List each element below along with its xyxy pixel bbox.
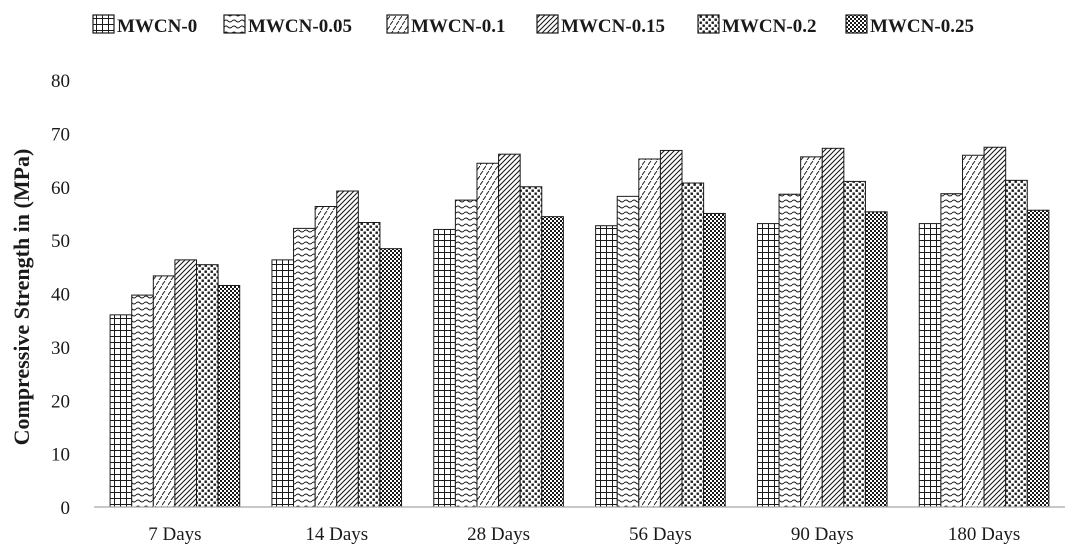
legend-swatch [92, 14, 115, 34]
y-axis-title: Compressive Strength in (MPa) [9, 149, 34, 446]
bar-mwcn-0-1-90-days [800, 156, 823, 508]
bar-mwcn-0-7-days [109, 314, 133, 508]
bar-mwcn-0-1-14-days [314, 205, 338, 508]
y-tick-label: 20 [51, 391, 70, 412]
legend-item-mwcn-0-15: MWCN-0.15 [536, 14, 665, 37]
y-tick-label: 40 [51, 285, 70, 306]
y-tick-label: 60 [51, 178, 70, 199]
bar-group-90-days [756, 147, 888, 508]
x-axis-category-labels: 7 Days 14 Days 28 Days 56 Days 90 Days 180 Da… [148, 524, 1020, 545]
bar-mwcn-0-05-14-days [293, 227, 316, 508]
x-category-label: 28 Days [467, 524, 530, 545]
legend-label: MWCN-0.05 [248, 16, 352, 37]
bar-mwcn-0-15-180-days [983, 146, 1007, 508]
y-tick-label: 30 [51, 338, 70, 359]
bar-mwcn-0-1-7-days [152, 275, 176, 508]
bar-mwcn-0-25-14-days [379, 248, 403, 508]
legend-item-mwcn-0-25: MWCN-0.25 [845, 14, 974, 37]
legend-item-mwcn-0-05: MWCN-0.05 [223, 14, 352, 37]
legend-swatch [386, 14, 409, 34]
bar-mwcn-0-05-56-days [616, 195, 640, 508]
legend-label: MWCN-0.2 [722, 16, 816, 37]
bar-mwcn-0-2-28-days [519, 186, 543, 508]
bar-mwcn-0-05-90-days [778, 193, 802, 508]
bar-mwcn-0-15-7-days [174, 259, 198, 508]
bar-mwcn-0-15-90-days [821, 147, 845, 508]
legend-swatch [223, 14, 246, 34]
bar-mwcn-0-15-14-days [336, 190, 359, 508]
legend-item-mwcn-0-2: MWCN-0.2 [697, 14, 816, 37]
legend-swatch [697, 14, 720, 34]
bar-mwcn-0-2-56-days [681, 182, 705, 508]
bar-mwcn-0-28-days [433, 228, 456, 508]
bar-mwcn-0-1-180-days [961, 154, 985, 508]
y-tick-label: 50 [51, 231, 70, 252]
legend-swatch [845, 14, 868, 34]
y-axis-tick-labels: 0 10 20 30 40 50 60 70 80 [51, 71, 70, 519]
bar-mwcn-0-2-90-days [843, 180, 866, 508]
bar-mwcn-0-1-28-days [476, 162, 500, 508]
bar-mwcn-0-25-7-days [217, 284, 241, 508]
bar-group-14-days [271, 190, 403, 508]
y-tick-label: 80 [51, 71, 70, 92]
bar-group-28-days [433, 153, 564, 508]
bar-mwcn-0-2-7-days [196, 264, 219, 508]
legend-label: MWCN-0.1 [411, 16, 505, 37]
bar-mwcn-0-25-56-days [703, 212, 726, 508]
bar-mwcn-0-2-14-days [357, 222, 381, 508]
bar-mwcn-0-56-days [595, 225, 618, 508]
chart-legend: MWCN-0 MWCN-0.05 MWCN-0.1 MWCN-0.15 MWCN-0.2… [92, 14, 974, 37]
bar-mwcn-0-25-28-days [541, 216, 564, 508]
bar-mwcn-0-2-180-days [1005, 179, 1028, 508]
bar-mwcn-0-14-days [271, 259, 295, 508]
bar-groups [109, 146, 1050, 508]
x-category-label: 14 Days [305, 524, 368, 545]
bar-mwcn-0-05-7-days [131, 294, 154, 508]
x-category-label: 180 Days [948, 524, 1020, 545]
legend-item-mwcn-0: MWCN-0 [92, 14, 197, 37]
y-tick-label: 10 [51, 445, 70, 466]
bar-mwcn-0-25-180-days [1026, 209, 1050, 508]
legend-label: MWCN-0.15 [561, 16, 665, 37]
y-tick-label: 70 [51, 124, 70, 145]
bar-mwcn-0-15-56-days [659, 149, 683, 508]
bar-mwcn-0-180-days [918, 223, 942, 508]
legend-swatch [536, 14, 559, 34]
x-category-label: 90 Days [791, 524, 854, 545]
y-tick-label: 0 [61, 498, 71, 519]
bar-mwcn-0-25-90-days [864, 211, 888, 508]
bar-mwcn-0-05-180-days [940, 193, 963, 508]
bar-mwcn-0-15-28-days [498, 153, 521, 508]
bar-group-180-days [918, 146, 1050, 508]
legend-label: MWCN-0.25 [870, 16, 974, 37]
bar-mwcn-0-05-28-days [454, 199, 478, 508]
bar-group-56-days [595, 149, 726, 508]
x-category-label: 56 Days [629, 524, 692, 545]
bar-mwcn-0-90-days [756, 223, 780, 508]
x-category-label: 7 Days [148, 524, 201, 545]
legend-label: MWCN-0 [117, 16, 197, 37]
legend-item-mwcn-0-1: MWCN-0.1 [386, 14, 505, 37]
bar-mwcn-0-1-56-days [638, 158, 661, 508]
bar-group-7-days [109, 259, 241, 508]
